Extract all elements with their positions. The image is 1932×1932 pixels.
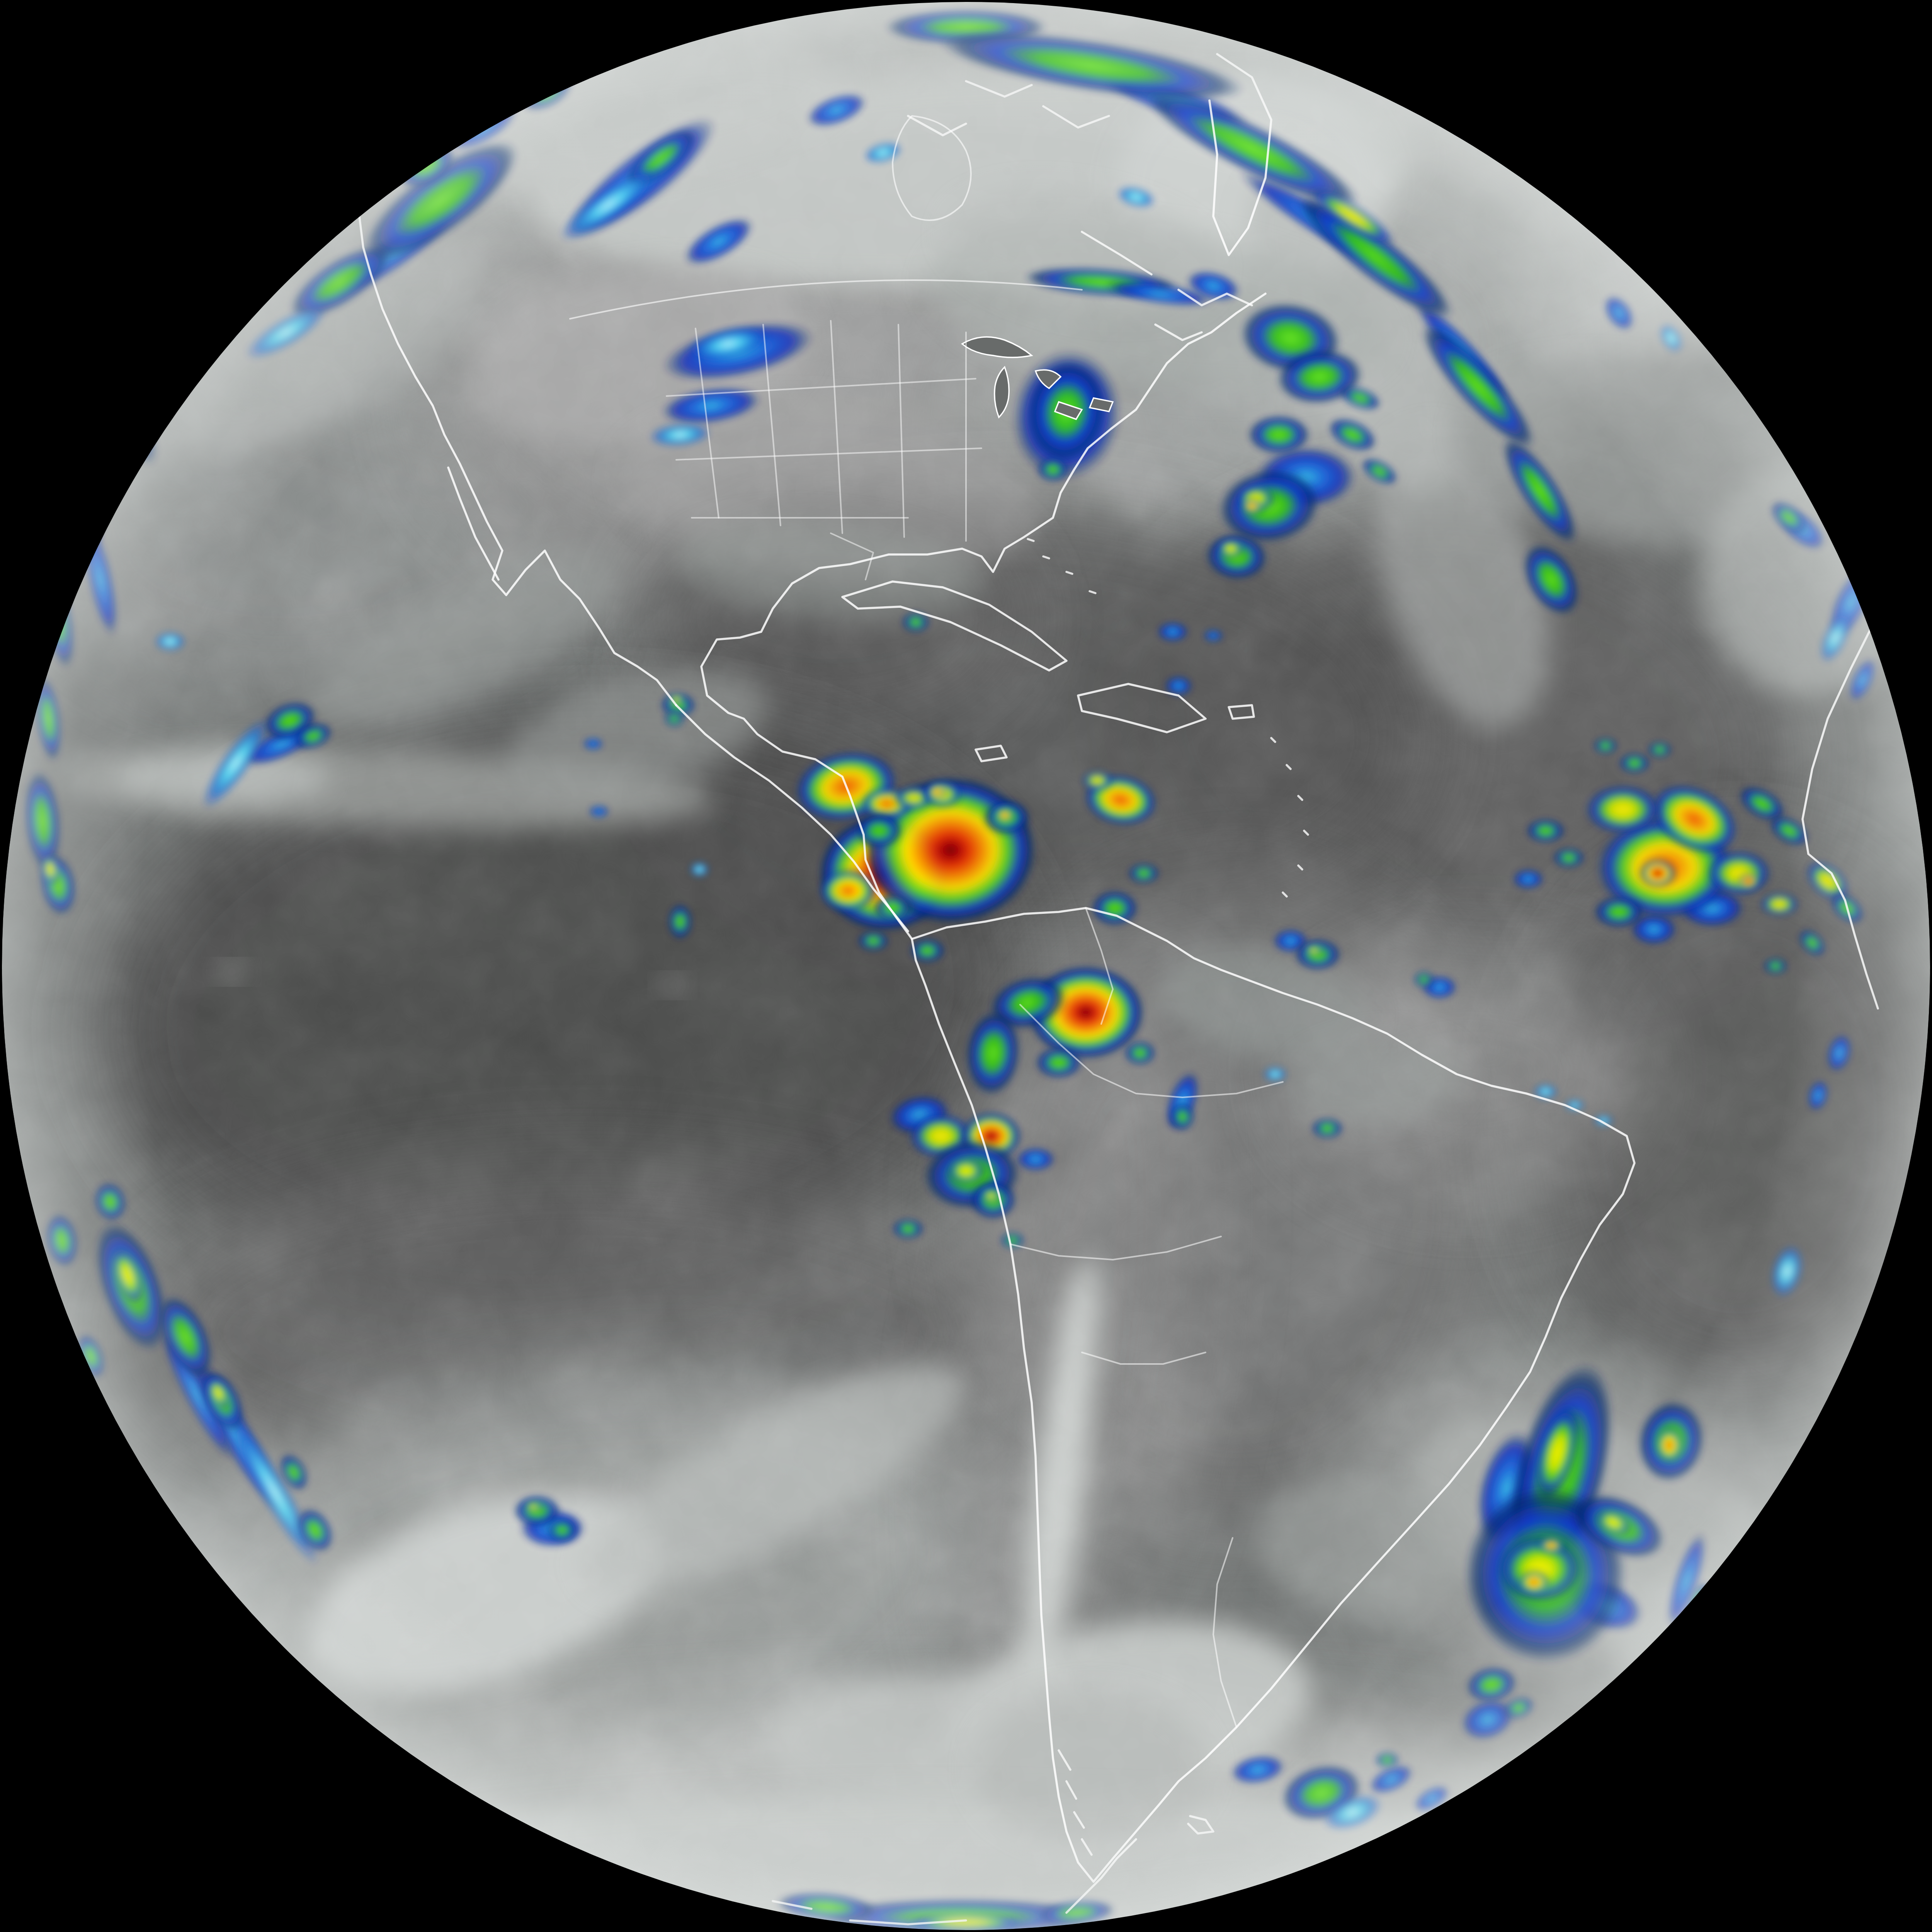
- earth-disk: [0, 0, 1932, 1932]
- satellite-full-disk-image: Full-disk enhanced infrared weather sate…: [0, 0, 1932, 1932]
- limb-glow: [2, 2, 1930, 1930]
- space-background: Full-disk enhanced infrared weather sate…: [0, 0, 1932, 1932]
